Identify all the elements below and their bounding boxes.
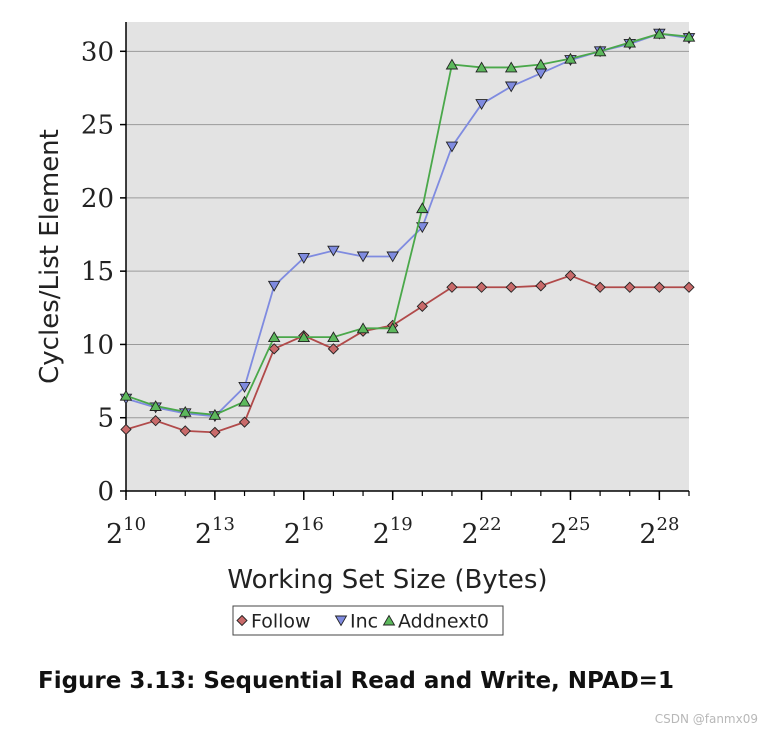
watermark: CSDN @fanmx09: [654, 712, 758, 726]
y-axis-title: Cycles/List Element: [35, 129, 65, 384]
x-tick-label: 225: [550, 514, 590, 550]
data-point: [624, 281, 636, 293]
y-tick-label: 10: [81, 330, 114, 360]
data-point: [149, 415, 162, 427]
x-tick-label: 219: [373, 514, 413, 550]
legend-label: Addnext0: [398, 611, 489, 633]
data-point: [267, 280, 281, 292]
data-point: [386, 251, 399, 263]
data-point: [683, 281, 695, 293]
data-point: [209, 426, 221, 439]
data-point: [416, 300, 428, 312]
data-point: [623, 36, 637, 48]
x-tick-label: 228: [639, 514, 679, 550]
data-point: [416, 202, 429, 214]
data-point: [504, 61, 518, 73]
data-point: [297, 253, 311, 264]
data-point: [535, 280, 547, 292]
legend-label: Inc: [350, 611, 378, 633]
legend-marker: [236, 614, 248, 627]
data-point: [475, 99, 488, 110]
legend-marker: [382, 614, 396, 626]
data-point: [564, 269, 577, 282]
data-point: [504, 81, 518, 93]
data-point: [446, 281, 458, 293]
legend-label: Follow: [251, 611, 311, 633]
y-tick-label: 5: [97, 404, 114, 434]
data-point: [149, 400, 162, 411]
y-tick-label: 0: [97, 477, 114, 507]
data-point: [327, 245, 340, 257]
data-point: [505, 281, 517, 293]
y-tick-label: 30: [81, 37, 114, 67]
series-addnext0: [119, 27, 696, 420]
data-point: [267, 331, 281, 343]
data-point: [475, 61, 488, 73]
series-line: [125, 274, 689, 434]
data-point: [238, 381, 251, 393]
data-point: [268, 343, 280, 355]
y-tick-label: 25: [81, 111, 114, 141]
data-point: [445, 141, 459, 153]
data-point: [327, 331, 340, 343]
y-tick-label: 15: [81, 257, 114, 287]
plot-area: [126, 22, 689, 491]
data-point: [238, 395, 251, 407]
x-tick-label: 216: [284, 514, 324, 550]
series-line: [125, 32, 690, 416]
data-point: [297, 331, 311, 343]
data-point: [327, 343, 340, 355]
data-point: [208, 408, 222, 420]
data-point: [564, 52, 577, 64]
data-point: [386, 322, 399, 334]
data-point: [534, 58, 548, 70]
legend-box: [232, 605, 504, 636]
data-point: [593, 45, 607, 57]
data-point: [594, 281, 606, 293]
data-point: [356, 251, 370, 263]
data-point: [119, 389, 133, 401]
legend: Follow Inc Addnext0: [232, 605, 504, 636]
x-tick-label: 222: [462, 514, 502, 550]
x-axis-title: Working Set Size (Bytes): [227, 565, 547, 595]
figure-caption: Figure 3.13: Sequential Read and Write, …: [38, 668, 674, 694]
y-tick-label: 20: [81, 184, 114, 214]
data-point: [238, 416, 251, 428]
data-point: [653, 281, 666, 293]
data-point: [475, 281, 488, 293]
data-point: [416, 222, 429, 234]
x-tick-label: 213: [195, 514, 235, 550]
data-point: [653, 27, 666, 39]
data-point: [179, 425, 191, 437]
data-point: [445, 58, 459, 70]
data-point: [682, 30, 696, 42]
data-point: [178, 405, 192, 417]
data-point: [356, 322, 370, 334]
data-point: [120, 423, 132, 436]
legend-marker: [334, 615, 348, 627]
chart: 0 5 10 15 20 25 30 210 213 216 219 222 225 228 Cycles/…: [35, 22, 696, 636]
x-tick-label: 210: [106, 514, 146, 550]
